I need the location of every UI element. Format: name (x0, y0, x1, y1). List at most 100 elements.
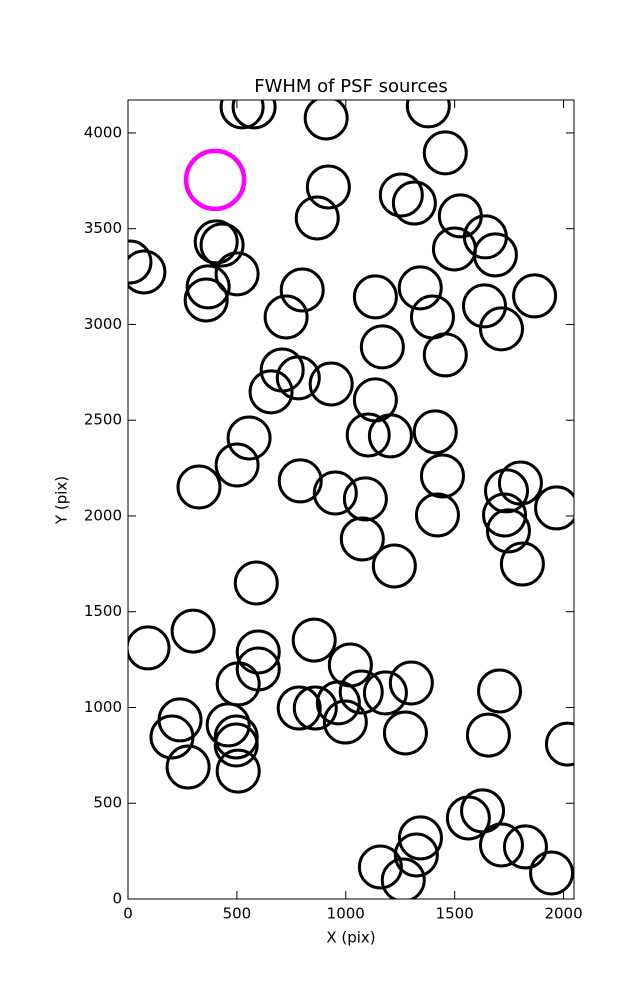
point (183, 277, 229, 323)
point (339, 516, 385, 562)
point (185, 264, 231, 310)
point (345, 412, 391, 458)
point (219, 100, 265, 130)
x-tick-label: 0 (123, 905, 133, 923)
point (193, 219, 239, 265)
point (157, 697, 203, 743)
point (128, 625, 171, 671)
point (445, 795, 491, 841)
point (214, 251, 260, 297)
point (393, 832, 439, 878)
point (414, 492, 460, 538)
point (199, 222, 245, 268)
point (499, 541, 545, 587)
y-tick-label: 3500 (84, 219, 122, 237)
x-axis-label: X (pix) (326, 929, 375, 947)
point (409, 294, 455, 340)
point (291, 617, 337, 663)
point (483, 468, 529, 514)
point (235, 629, 281, 675)
point (397, 815, 443, 861)
y-tick-label: 3000 (84, 315, 122, 333)
point (275, 355, 321, 401)
point (165, 744, 211, 790)
point (502, 824, 548, 870)
x-tick-label: 1500 (436, 905, 474, 923)
point (176, 464, 222, 510)
point (308, 361, 354, 407)
y-tick-label: 500 (93, 794, 122, 812)
point (305, 164, 351, 210)
point (362, 670, 408, 716)
point (529, 850, 574, 896)
y-tick-label: 2500 (84, 411, 122, 429)
y-tick-label: 4000 (84, 123, 122, 141)
point (357, 844, 403, 890)
point (294, 195, 340, 241)
x-tick-label: 500 (223, 905, 252, 923)
x-tick-label: 2000 (544, 905, 582, 923)
point (128, 249, 167, 295)
point (367, 413, 413, 459)
point (388, 660, 434, 706)
point (327, 642, 373, 688)
point (312, 470, 358, 516)
point (477, 668, 523, 714)
point (292, 685, 338, 731)
point (277, 458, 323, 504)
point (322, 699, 368, 745)
point (183, 148, 247, 212)
y-tick-label: 0 (112, 890, 122, 908)
point (497, 460, 543, 506)
point (214, 442, 260, 488)
point (213, 714, 259, 760)
point (170, 608, 216, 654)
point (465, 712, 511, 758)
point (461, 283, 507, 329)
point (226, 415, 272, 461)
point (478, 822, 524, 868)
point (128, 239, 153, 285)
point (472, 232, 518, 278)
point (412, 409, 458, 455)
point (371, 543, 417, 589)
x-tick-label: 1000 (327, 905, 365, 923)
point (382, 710, 428, 756)
point (478, 306, 524, 352)
point (276, 685, 322, 731)
plot-marks (128, 100, 574, 899)
point (512, 273, 558, 319)
point (485, 508, 531, 554)
point (149, 714, 195, 760)
chart-title: FWHM of PSF sources (254, 76, 448, 97)
point (233, 560, 279, 606)
point (213, 722, 259, 768)
point (215, 748, 261, 794)
point (315, 680, 361, 726)
point (205, 702, 251, 748)
point (352, 274, 398, 320)
point (342, 476, 388, 522)
point (544, 721, 574, 767)
point (419, 453, 465, 499)
point (248, 369, 294, 415)
point (391, 180, 437, 226)
y-tick-label: 1000 (84, 698, 122, 716)
plot-frame (127, 99, 575, 900)
point (338, 669, 384, 715)
y-tick-label: 2000 (84, 506, 122, 524)
point (380, 857, 426, 899)
point (303, 100, 349, 141)
point (405, 100, 451, 129)
y-axis-label: Y (pix) (53, 476, 71, 525)
point (263, 294, 309, 340)
point (397, 265, 443, 311)
point (359, 324, 405, 370)
point (279, 267, 325, 313)
point (378, 172, 424, 218)
point (422, 130, 468, 176)
point (231, 100, 277, 130)
y-tick-label: 1500 (84, 602, 122, 620)
point (534, 485, 574, 531)
